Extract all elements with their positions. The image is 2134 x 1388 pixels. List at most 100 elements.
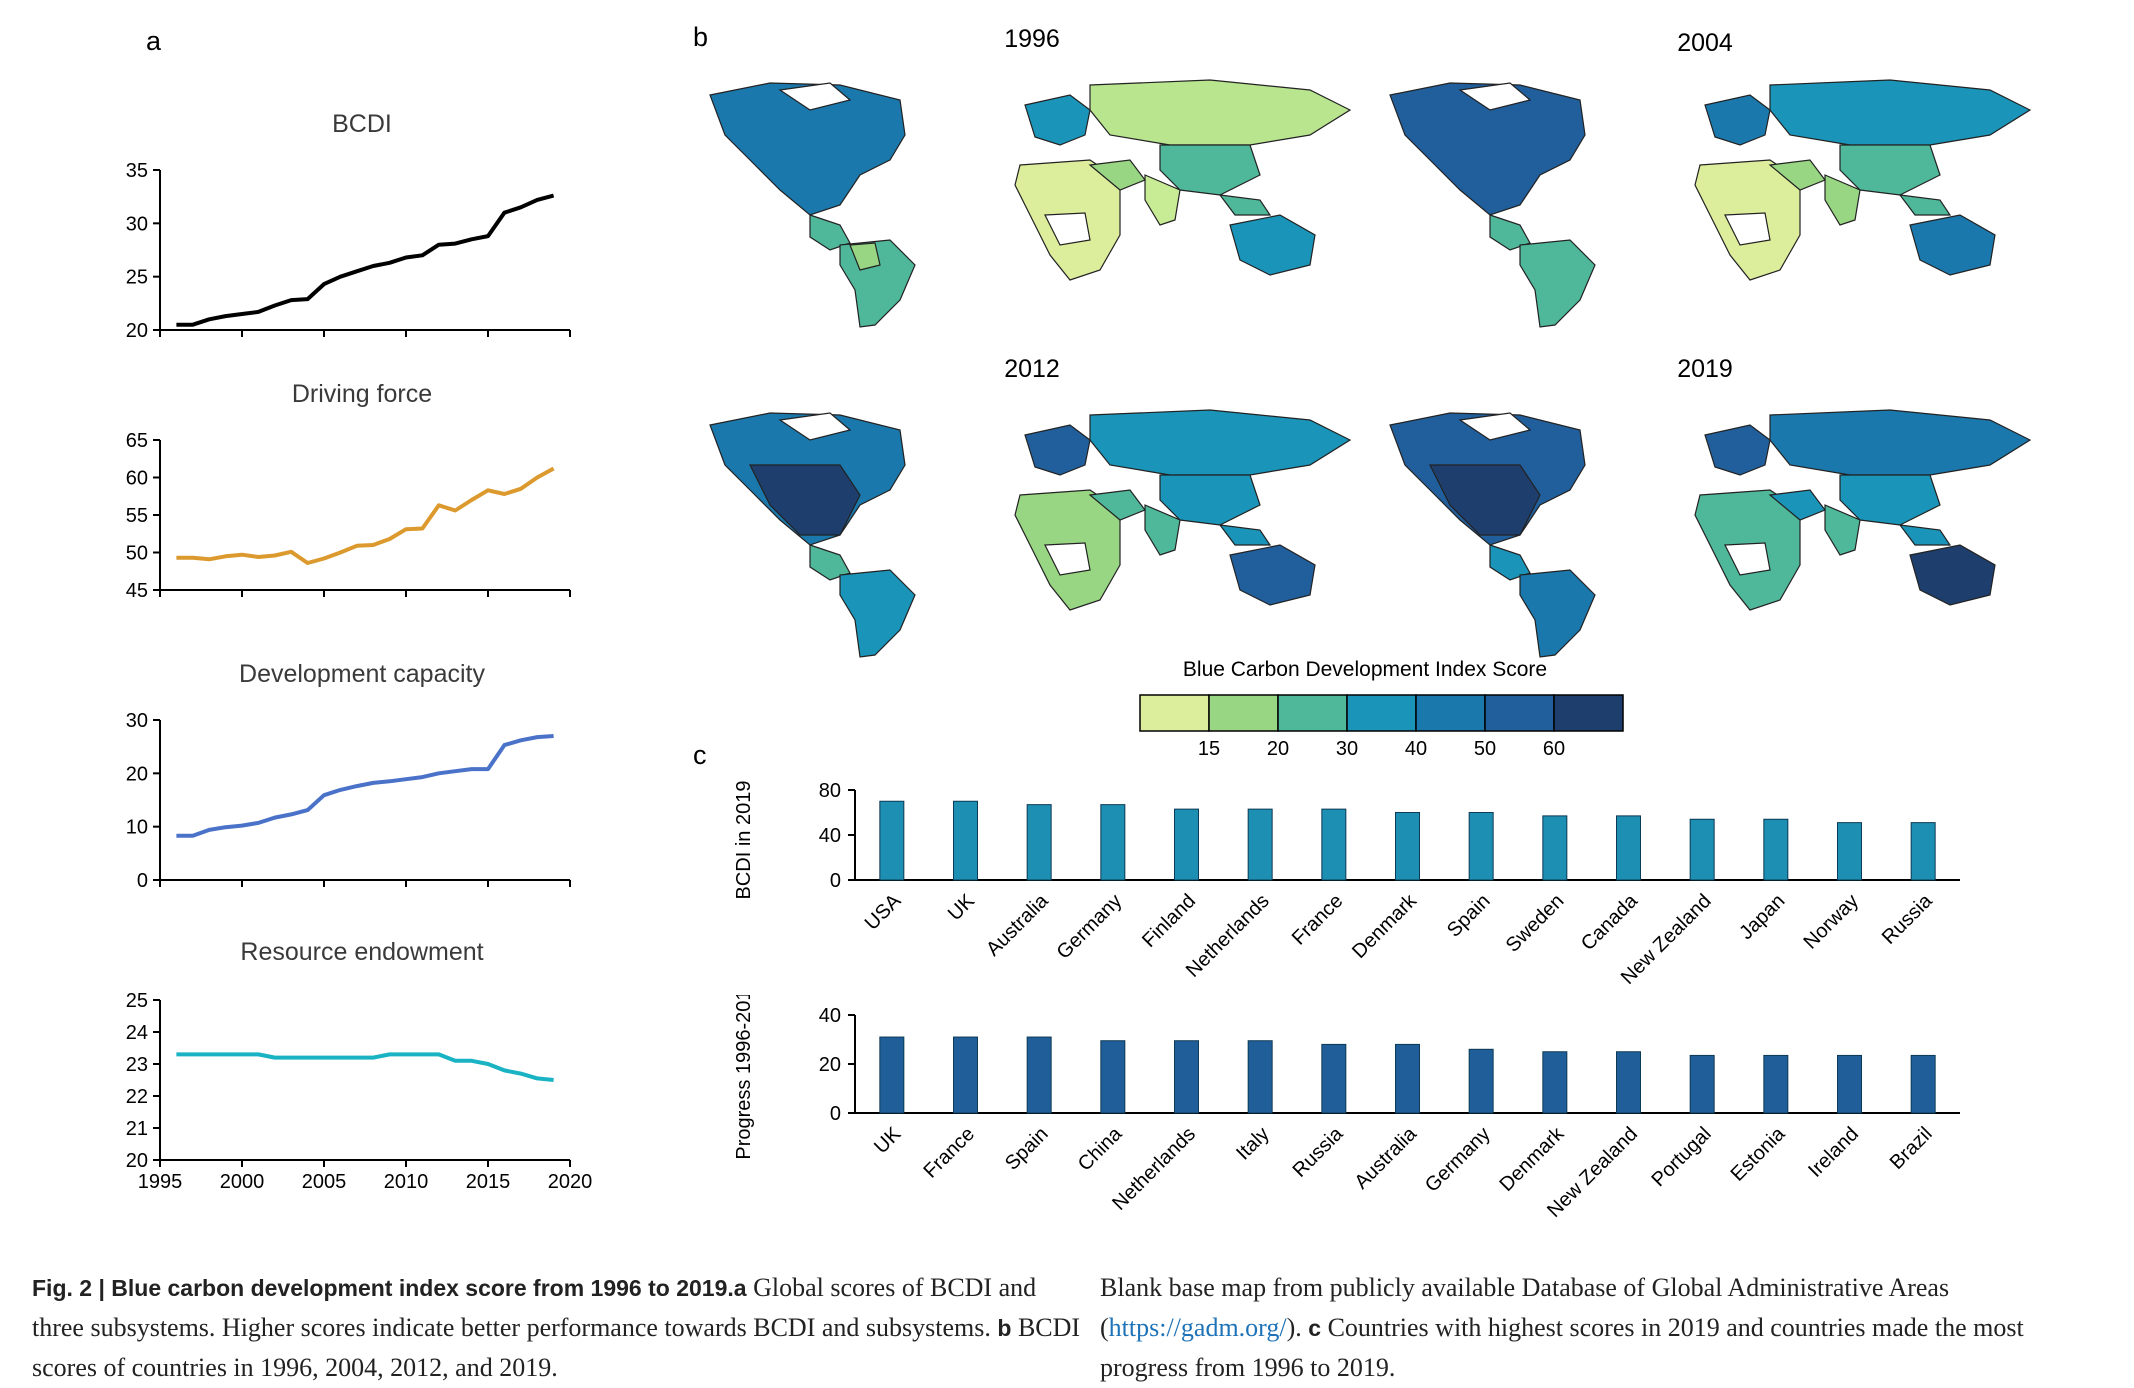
y-tick-label: 21 [126, 1118, 148, 1140]
legend-swatch [1347, 695, 1416, 731]
subplot-title-development-capacity: Development capacity [212, 660, 512, 689]
bar [1175, 809, 1199, 880]
caption-right-text-2: ). [1287, 1313, 1309, 1342]
y-tick-label: 10 [126, 817, 148, 839]
bar [1396, 1044, 1420, 1113]
x-tick-label: Sweden [1502, 890, 1569, 957]
x-tick-label: 2000 [220, 1171, 265, 1193]
bar [880, 1037, 904, 1113]
x-tick-label: France [1288, 890, 1348, 950]
bar [1248, 1041, 1272, 1113]
x-tick-label: Spain [1001, 1123, 1053, 1175]
subplot-title-bcdi: BCDI [212, 110, 512, 139]
bar [1543, 1052, 1567, 1113]
map-year-2012: 2012 [932, 355, 1132, 384]
y-tick-label: 65 [126, 430, 148, 452]
caption-fig-label: Fig. 2 | Blue carbon development index s… [32, 1275, 734, 1301]
y-tick-label: 35 [126, 160, 148, 182]
legend-tick-label: 60 [1543, 738, 1565, 760]
x-tick-label: Spain [1443, 890, 1495, 942]
y-tick-label: 45 [126, 580, 148, 602]
legend-swatch [1554, 695, 1623, 731]
x-tick-label: Estonia [1727, 1122, 1790, 1185]
bar [880, 801, 904, 880]
x-tick-label: USA [861, 890, 906, 935]
russia-shape [1090, 80, 1350, 145]
legend-tick-label: 40 [1405, 738, 1427, 760]
x-tick-label: Denmark [1495, 1122, 1569, 1196]
x-tick-label: Finland [1138, 890, 1200, 952]
bar [1248, 809, 1272, 880]
subplot-title-driving-force: Driving force [212, 380, 512, 409]
y-tick-label: 80 [819, 780, 841, 802]
y-tick-label: 20 [126, 1150, 148, 1172]
y-axis-label: BCDI in 2019 [733, 781, 755, 900]
x-tick-label: Italy [1232, 1123, 1273, 1164]
bar [1322, 809, 1346, 880]
legend-swatch [1140, 695, 1209, 731]
y-tick-label: 22 [126, 1086, 148, 1108]
y-tick-label: 25 [126, 267, 148, 289]
world-map-2004 [1370, 65, 2050, 330]
world-map-2019 [1370, 395, 2050, 660]
bar [1617, 816, 1641, 880]
x-tick-label: Brazil [1886, 1123, 1937, 1174]
x-tick-label: Russia [1289, 1122, 1348, 1181]
map-year-2004: 2004 [1605, 29, 1805, 58]
y-tick-label: 40 [819, 825, 841, 847]
x-tick-label: 2010 [384, 1171, 429, 1193]
x-tick-label: 1995 [138, 1171, 183, 1193]
y-axis-label: Progress 1996-2019 [733, 995, 755, 1160]
bar [1690, 1055, 1714, 1113]
bar [1911, 823, 1935, 880]
series-line [176, 196, 553, 325]
y-tick-label: 0 [137, 870, 148, 892]
y-tick-label: 50 [126, 543, 148, 565]
y-tick-label: 20 [126, 763, 148, 785]
y-tick-label: 60 [126, 468, 148, 490]
legend-swatch [1209, 695, 1278, 731]
y-tick-label: 55 [126, 505, 148, 527]
bar [1027, 1037, 1051, 1113]
caption-b-bold: b [997, 1315, 1011, 1341]
bar [954, 801, 978, 880]
x-tick-label: Portugal [1647, 1123, 1715, 1191]
bar [1690, 819, 1714, 880]
bar [1322, 1044, 1346, 1113]
map-year-2019: 2019 [1605, 355, 1805, 384]
bar [954, 1037, 978, 1113]
caption-gadm-link[interactable]: https://gadm.org/ [1109, 1313, 1287, 1342]
bar [1469, 813, 1493, 881]
x-tick-label: 2015 [466, 1171, 511, 1193]
legend-tick-label: 20 [1267, 738, 1289, 760]
y-tick-label: 40 [819, 1005, 841, 1027]
subplot-title-resource-endowment: Resource endowment [212, 938, 512, 967]
y-tick-label: 0 [830, 1103, 841, 1125]
europe-shape [1025, 95, 1090, 145]
series-line [176, 736, 553, 836]
y-tick-label: 24 [126, 1022, 148, 1044]
y-tick-label: 20 [126, 320, 148, 342]
x-tick-label: France [919, 1123, 979, 1183]
y-tick-label: 23 [126, 1054, 148, 1076]
series-line [176, 1054, 553, 1080]
y-tick-label: 0 [830, 870, 841, 892]
caption-a-bold: a [734, 1275, 747, 1301]
x-tick-label: Japan [1735, 890, 1789, 944]
bar [1101, 1041, 1125, 1113]
legend-swatch [1485, 695, 1554, 731]
bar [1543, 816, 1567, 880]
figure-caption-left: Fig. 2 | Blue carbon development index s… [32, 1268, 1082, 1388]
x-tick-label: Canada [1577, 889, 1643, 955]
bar [1175, 1041, 1199, 1113]
figure-caption-right: Blank base map from publicly available D… [1100, 1268, 2110, 1388]
x-tick-label: China [1074, 1122, 1127, 1175]
legend-swatch [1416, 695, 1485, 731]
x-tick-label: Norway [1800, 890, 1863, 953]
x-tick-label: Germany [1053, 890, 1127, 964]
